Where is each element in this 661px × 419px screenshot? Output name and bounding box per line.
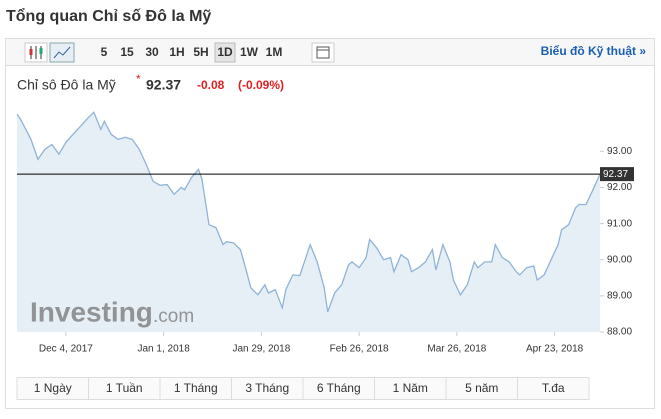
range-label[interactable]: T.đa <box>542 381 565 395</box>
x-tick-label: Dec 4, 2017 <box>39 344 93 355</box>
watermark-brand: Investing <box>30 296 153 327</box>
y-tick-label: 93.00 <box>607 146 632 157</box>
interval-button[interactable]: 30 <box>145 45 159 59</box>
interval-button[interactable]: 1W <box>240 45 259 59</box>
quote-change: -0.08 <box>197 78 225 92</box>
x-tick-label: Jan 1, 2018 <box>137 344 190 355</box>
x-tick-label: Jan 29, 2018 <box>232 344 290 355</box>
quote-price: 92.37 <box>146 77 181 93</box>
x-tick-label: Feb 26, 2018 <box>330 344 389 355</box>
range-label[interactable]: 1 Năm <box>393 381 428 395</box>
range-label[interactable]: 1 Tuần <box>106 381 143 395</box>
range-label[interactable]: 5 năm <box>465 381 498 395</box>
tech-chart-link[interactable]: Biểu đồ Kỹ thuật » <box>541 44 647 58</box>
table-icon[interactable] <box>311 42 335 63</box>
interval-button[interactable]: 1H <box>169 45 184 59</box>
quote-change-percent: (-0.09%) <box>238 78 284 92</box>
y-tick-label: 88.00 <box>607 327 632 338</box>
range-label[interactable]: 1 Ngày <box>34 381 72 395</box>
range-label[interactable]: 3 Tháng <box>245 381 289 395</box>
area-fill <box>17 112 600 332</box>
y-tick-label: 90.00 <box>607 254 632 265</box>
interval-button[interactable]: 5 <box>101 45 108 59</box>
quote-marker: * <box>136 72 141 86</box>
interval-button[interactable]: 5H <box>193 45 208 59</box>
interval-button[interactable]: 1M <box>266 45 283 59</box>
candle-icon[interactable] <box>24 42 48 63</box>
x-tick-label: Apr 23, 2018 <box>526 344 584 355</box>
line-icon[interactable] <box>49 42 75 63</box>
interval-button[interactable]: 15 <box>120 45 134 59</box>
interval-active <box>214 42 236 63</box>
y-tick-label: 91.00 <box>607 218 632 229</box>
last-price-label: 92.37 <box>603 169 628 180</box>
range-label[interactable]: 6 Tháng <box>317 381 361 395</box>
interval-button[interactable]: 1D <box>217 45 233 59</box>
x-tick-label: Mar 26, 2018 <box>427 344 486 355</box>
y-tick-label: 89.00 <box>607 291 632 302</box>
range-button[interactable] <box>517 377 590 400</box>
price-line <box>16 111 601 313</box>
watermark-domain: .com <box>153 306 194 327</box>
range-label[interactable]: 1 Tháng <box>174 381 218 395</box>
quote-name: Chỉ sô Đô la Mỹ <box>17 77 116 93</box>
y-tick-label: 92.00 <box>607 182 632 193</box>
page-title: Tổng quan Chỉ số Đô la Mỹ <box>6 7 211 25</box>
last-price-box <box>600 167 634 182</box>
